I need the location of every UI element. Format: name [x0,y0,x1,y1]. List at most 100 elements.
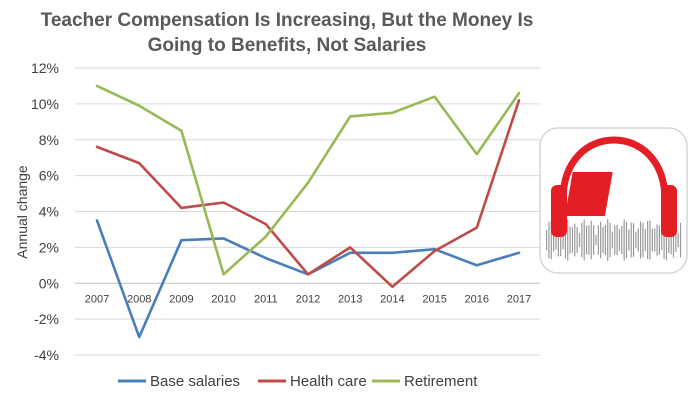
soundwave-bar [623,219,625,261]
soundwave-bar [590,220,592,260]
chart-title: Teacher Compensation Is Increasing, But … [41,10,534,56]
y-tick-label: 10% [31,96,59,112]
soundwave-bar [658,225,660,255]
soundwave-bar [635,231,637,249]
soundwave-bar [651,228,653,252]
soundwave-bar [550,220,552,260]
soundwave-bar [576,227,578,253]
soundwave-bar [649,220,651,260]
soundwave-bar [607,219,609,261]
y-tick-label: -4% [34,347,59,363]
soundwave-bar [628,229,630,251]
soundwave-bar [632,222,635,258]
soundwave-bar [672,222,675,258]
soundwave-bar [654,228,656,252]
x-tick-label: 2011 [254,293,278,305]
soundwave-bar [668,226,670,254]
soundwave-bar [665,219,668,261]
soundwave-bar [614,225,616,255]
soundwave-bar [569,226,571,254]
gridlines [75,67,540,356]
soundwave-bar [644,228,646,252]
soundwave-bar [656,224,658,256]
soundwave-bar [562,230,564,250]
y-tick-label: 6% [39,168,59,184]
soundwave-bar [564,221,566,259]
soundwave-bar [546,230,548,250]
chart-title-line-2: Going to Benefits, Not Salaries [148,35,427,56]
soundwave-bar [677,232,679,248]
soundwave-bar [661,230,663,250]
chart-title-line-1: Teacher Compensation Is Increasing, But … [41,10,534,31]
soundwave-bar [597,225,599,255]
soundwave-bar [560,223,562,257]
x-tick-label: 2012 [296,293,320,305]
logo-soundwave [546,219,682,261]
soundwave-bar [616,224,618,256]
y-tick-label: 12% [31,60,59,76]
soundwave-bar [583,219,585,261]
logo-letter-n: N [609,174,642,223]
soundwave-bar [663,221,665,259]
series-lines [95,84,521,339]
soundwave-bar [588,225,590,255]
soundwave-bar [600,221,602,259]
soundwave-bar [675,227,677,253]
logo-n-background [564,172,613,216]
soundwave-bar [670,225,672,255]
soundwave-bar [630,222,632,258]
x-tick-label: 2016 [465,293,489,305]
soundwave-bar [574,223,576,257]
y-tick-label: 2% [39,239,59,255]
soundwave-bar [679,222,682,258]
soundwave-bar [625,221,628,259]
x-tick-label: 2017 [507,293,531,305]
soundwave-bar [595,234,597,246]
soundwave-bar [557,223,559,257]
soundwave-bar [555,230,557,250]
legend-label: Base salaries [150,373,240,390]
soundwave-bar [593,225,595,255]
soundwave-bar [640,221,642,259]
soundwave-bar [604,224,606,256]
soundwave-bar [642,222,644,258]
headphones-icon [559,136,669,204]
soundwave-bar [581,222,583,258]
headphones-left-cup [551,185,567,237]
x-tick-label: 2010 [211,293,235,305]
y-axis-label: Annual change [14,165,30,259]
soundwave-bar [567,219,569,261]
soundwave-bar [571,227,574,253]
legend-label: Health care [290,373,367,390]
series-line-health-care [95,99,521,289]
soundwave-bar [602,226,604,254]
soundwave-bar [618,229,621,251]
legend-label: Retirement [404,373,478,390]
x-tick-label: 2008 [127,293,151,305]
logo: E N [539,127,688,274]
soundwave-bar [647,220,649,260]
x-axis-tick-labels: 2007 2008 2009 2010 2011 2012 2013 2014 2015 2016… [85,293,531,305]
y-tick-label: 4% [39,204,59,220]
x-tick-label: 2015 [422,293,446,305]
soundwave-bar [548,221,550,259]
y-tick-label: 0% [39,275,59,291]
headphones-right-cup [661,185,677,237]
soundwave-bar [621,225,623,255]
y-axis-tick-labels: -4% -2% 0% 2% 4% 6% 8% 10% 12% [31,60,59,363]
y-tick-label: 8% [39,132,59,148]
soundwave-bar [553,228,555,252]
x-tick-label: 2009 [169,293,193,305]
legend: Base salaries Health care Retirement [118,373,478,390]
y-tick-label: -2% [34,311,59,327]
x-tick-label: 2014 [380,293,404,305]
soundwave-bar [609,222,611,258]
soundwave-bar [637,228,639,252]
series-line-retirement [95,84,521,276]
soundwave-bar [578,232,581,248]
x-tick-label: 2013 [338,293,362,305]
soundwave-bar [611,231,613,249]
x-tick-label: 2007 [85,293,109,305]
soundwave-bar [585,225,588,255]
